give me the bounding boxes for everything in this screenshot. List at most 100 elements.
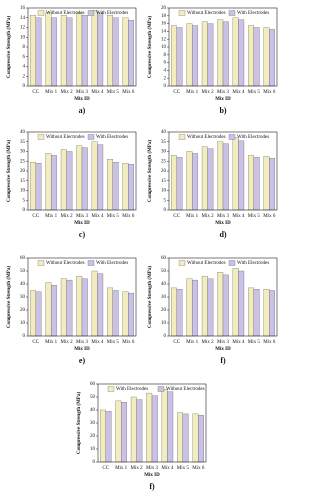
bar	[91, 141, 98, 211]
y-tick-label: 20	[90, 434, 96, 439]
y-tick-label: 14	[161, 30, 167, 35]
legend-label: Without Electrodes	[187, 135, 226, 140]
bar	[217, 141, 224, 211]
bar	[191, 153, 198, 211]
bar	[201, 146, 208, 211]
bar	[207, 23, 214, 87]
legend-label: Without Electrodes	[46, 135, 85, 140]
y-tick-label: 4	[164, 69, 167, 74]
bar	[112, 17, 119, 87]
bar	[97, 273, 104, 337]
x-tick-label: Mix 3	[217, 340, 230, 345]
y-tick-label: 60	[161, 256, 167, 261]
bar	[232, 268, 239, 337]
y-tick-label: 14	[20, 16, 26, 21]
x-tick-label: Mix 5	[107, 340, 120, 345]
y-tick-label: 0	[164, 84, 167, 89]
bar	[253, 289, 260, 337]
legend-swatch	[178, 10, 186, 16]
bar	[35, 291, 42, 337]
x-tick-label: Mix 3	[146, 466, 159, 471]
y-axis-title: Compressive Strength (MPa)	[77, 392, 82, 454]
legend-label: With Electrodes	[237, 261, 269, 266]
x-tick-label: Mix 1	[45, 340, 58, 345]
x-axis-title: Mix ID	[144, 473, 160, 478]
legend-label: Without Electrodes	[46, 261, 85, 266]
x-tick-label: Mix 4	[232, 90, 245, 95]
legend-swatch	[178, 134, 186, 140]
bar	[269, 158, 275, 211]
bar	[222, 21, 229, 87]
x-axis-title: Mix ID	[74, 97, 90, 102]
chart-panel: 0 10 20 30 40 50 60 CC Mix 1 Mix 2 Mix 3 Mix 4 Mix 5…	[148, 256, 278, 365]
legend-swatch	[87, 10, 95, 16]
x-tick-label: CC	[32, 214, 39, 219]
x-tick-label: Mix 6	[122, 214, 135, 219]
legend-label: With Electrodes	[96, 135, 128, 140]
x-tick-label: Mix 4	[232, 214, 245, 219]
y-tick-label: 30	[90, 421, 96, 426]
y-tick-label: 10	[90, 447, 96, 452]
bar	[60, 15, 67, 87]
x-tick-label: CC	[32, 90, 39, 95]
plot-frame	[168, 131, 278, 211]
y-tick-label: 8	[23, 45, 26, 50]
legend-label: Without Electrodes	[166, 387, 205, 392]
bar	[76, 145, 83, 211]
bar	[222, 274, 229, 337]
x-tick-label: Mix 2	[202, 90, 215, 95]
legend-swatch	[107, 386, 115, 392]
y-tick-label: 50	[90, 395, 96, 400]
bar	[198, 415, 204, 463]
bar	[66, 151, 73, 211]
y-tick-label: 4	[23, 65, 26, 70]
bar	[30, 290, 36, 337]
x-axis-title: Mix ID	[74, 347, 90, 352]
legend-swatch	[178, 260, 186, 266]
x-tick-label: Mix 6	[122, 90, 135, 95]
x-tick-label: CC	[173, 90, 180, 95]
bar	[35, 17, 42, 87]
y-tick-label: 40	[20, 130, 26, 135]
y-tick-label: 30	[161, 295, 167, 300]
x-tick-label: Mix 6	[263, 340, 276, 345]
bar	[81, 147, 88, 211]
bar	[112, 290, 119, 337]
x-tick-label: Mix 3	[76, 90, 89, 95]
bar	[50, 285, 57, 337]
y-tick-label: 25	[161, 159, 167, 164]
y-tick-label: 20	[20, 308, 26, 313]
x-tick-label: Mix 1	[45, 90, 58, 95]
x-tick-label: Mix 6	[263, 90, 276, 95]
plot-frame	[168, 257, 278, 337]
y-tick-label: 15	[161, 179, 167, 184]
bar	[115, 400, 122, 463]
bar	[222, 143, 229, 211]
y-tick-label: 0	[164, 334, 167, 339]
bar	[81, 278, 88, 337]
y-tick-label: 6	[164, 61, 167, 66]
bar	[191, 25, 198, 87]
bar	[207, 278, 214, 337]
bar	[186, 23, 193, 87]
plot-frame	[97, 383, 207, 463]
bar	[161, 389, 168, 463]
bar	[151, 395, 158, 463]
bar	[60, 149, 67, 211]
bar	[128, 292, 134, 337]
x-axis-title: Mix ID	[215, 347, 231, 352]
bar	[186, 278, 193, 337]
x-tick-label: Mix 3	[217, 214, 230, 219]
x-tick-label: Mix 2	[202, 214, 215, 219]
x-tick-label: Mix 4	[91, 340, 104, 345]
x-tick-label: Mix 1	[186, 340, 199, 345]
bar	[146, 392, 153, 463]
legend-swatch	[87, 134, 95, 140]
bar	[91, 10, 98, 87]
legend-swatch	[37, 134, 45, 140]
bar	[122, 291, 129, 337]
y-tick-label: 15	[20, 179, 26, 184]
y-tick-label: 0	[23, 208, 26, 213]
x-tick-label: Mix 1	[45, 214, 58, 219]
y-tick-label: 10	[161, 189, 167, 194]
